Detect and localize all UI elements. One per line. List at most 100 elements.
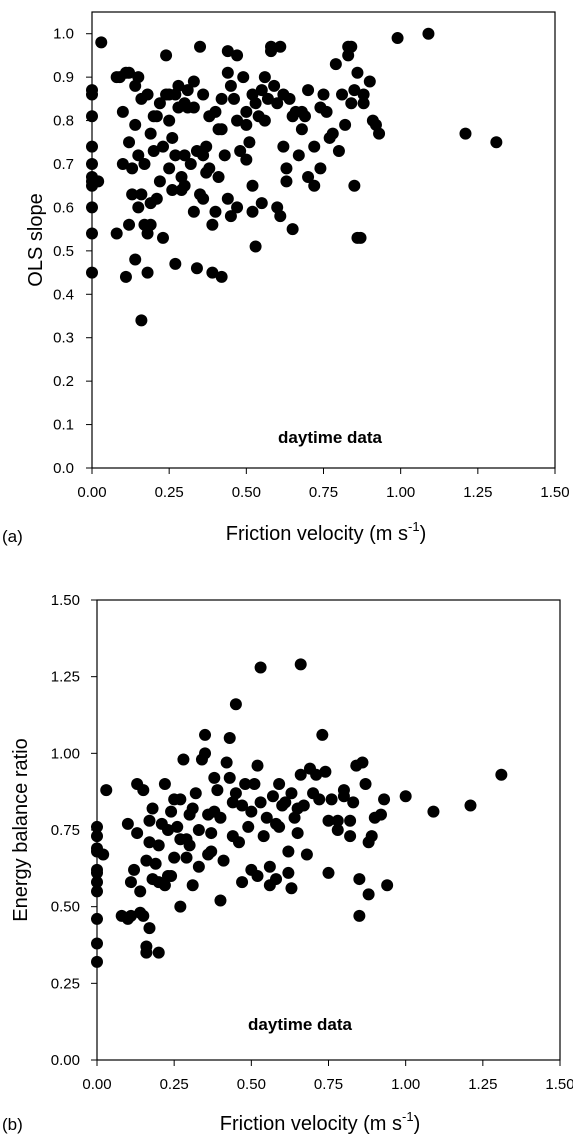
data-point	[91, 885, 103, 898]
y-tick-label: 1.00	[51, 745, 80, 762]
data-point	[172, 79, 185, 92]
y-tick-label: 0.8	[53, 113, 74, 130]
data-point	[353, 909, 366, 922]
data-point	[163, 162, 176, 175]
data-point	[132, 149, 145, 162]
data-point	[255, 197, 268, 210]
x-tick-label: 0.00	[82, 1076, 111, 1093]
data-point	[345, 40, 358, 53]
data-point	[187, 75, 200, 88]
data-point	[237, 71, 250, 84]
data-point	[347, 796, 360, 809]
data-point	[91, 820, 103, 833]
data-point	[86, 140, 98, 153]
data-point	[141, 266, 154, 279]
data-point	[116, 158, 129, 170]
panel-b-x-axis-title-sup: -1	[402, 1109, 414, 1124]
data-point	[229, 698, 242, 711]
panel-a-annotation: daytime data	[278, 428, 382, 447]
data-point	[126, 162, 139, 175]
data-point	[135, 314, 148, 327]
data-point	[158, 778, 171, 790]
x-tick-label: 0.75	[314, 1076, 343, 1093]
data-point	[165, 870, 178, 882]
data-point	[206, 266, 219, 279]
data-point	[220, 756, 233, 769]
data-point	[208, 771, 221, 784]
data-point	[187, 101, 200, 114]
data-point	[200, 166, 213, 179]
data-point	[192, 860, 205, 873]
data-point	[286, 223, 299, 236]
data-point	[240, 118, 253, 131]
data-point	[175, 171, 188, 184]
data-point	[132, 201, 145, 214]
data-point	[257, 830, 270, 843]
data-point	[270, 873, 283, 886]
data-point	[273, 820, 286, 833]
data-point	[123, 136, 136, 149]
data-point	[243, 136, 256, 149]
y-tick-label: 1.50	[51, 592, 80, 609]
y-tick-label: 0.4	[53, 286, 74, 303]
data-point	[317, 88, 330, 101]
data-point	[223, 732, 236, 744]
data-point	[86, 266, 98, 279]
data-point	[95, 36, 108, 49]
data-point	[197, 192, 210, 205]
data-point	[331, 814, 344, 827]
data-point	[231, 201, 244, 214]
y-tick-label: 0.9	[53, 69, 74, 86]
data-point	[246, 179, 259, 192]
data-point	[300, 848, 313, 861]
data-point	[285, 787, 298, 800]
panel-b-x-axis-title-end: )	[414, 1113, 421, 1135]
data-point	[221, 45, 234, 58]
y-tick-label: 0.2	[53, 373, 74, 390]
data-point	[97, 848, 110, 861]
data-point	[215, 92, 228, 105]
data-point	[124, 909, 137, 922]
data-point	[332, 144, 345, 157]
y-tick-label: 0.6	[53, 199, 74, 216]
data-point	[283, 92, 296, 105]
data-point	[221, 192, 234, 205]
data-point	[86, 227, 98, 240]
x-tick-label: 1.25	[468, 1076, 497, 1093]
data-point	[274, 40, 287, 53]
panel-b: 0.00 0.25 0.50 0.75 1.00 1.25 1.50 0.00 0.25 0.5…	[2, 592, 573, 1135]
data-point	[295, 105, 308, 118]
y-tick-label: 0.1	[53, 417, 74, 434]
x-tick-label: 0.50	[237, 1076, 266, 1093]
data-point	[217, 854, 230, 867]
panel-b-y-axis-title: Energy balance ratio	[10, 738, 32, 921]
data-point	[166, 184, 179, 197]
data-point	[242, 820, 255, 833]
data-point	[209, 205, 222, 218]
data-point	[280, 162, 293, 175]
data-point	[199, 747, 212, 760]
data-point	[357, 97, 370, 110]
data-point	[316, 728, 329, 741]
data-point	[190, 262, 203, 275]
panel-a-y-axis-title: OLS slope	[25, 193, 47, 286]
data-point	[174, 900, 187, 913]
x-tick-label: 0.00	[77, 484, 106, 501]
data-point	[255, 84, 268, 97]
y-tick-label: 1.0	[53, 26, 74, 43]
data-point	[260, 811, 273, 824]
data-point	[163, 114, 176, 127]
data-point	[288, 811, 301, 824]
data-point	[92, 175, 105, 188]
data-point	[265, 45, 278, 58]
x-tick-label: 1.00	[386, 484, 415, 501]
data-point	[391, 32, 404, 45]
data-point	[231, 49, 244, 62]
y-tick-label: 0.25	[51, 975, 80, 992]
data-point	[245, 805, 258, 818]
data-point	[357, 88, 370, 101]
data-point	[374, 808, 387, 821]
data-point	[121, 817, 134, 830]
data-point	[249, 97, 262, 110]
data-point	[129, 253, 142, 266]
